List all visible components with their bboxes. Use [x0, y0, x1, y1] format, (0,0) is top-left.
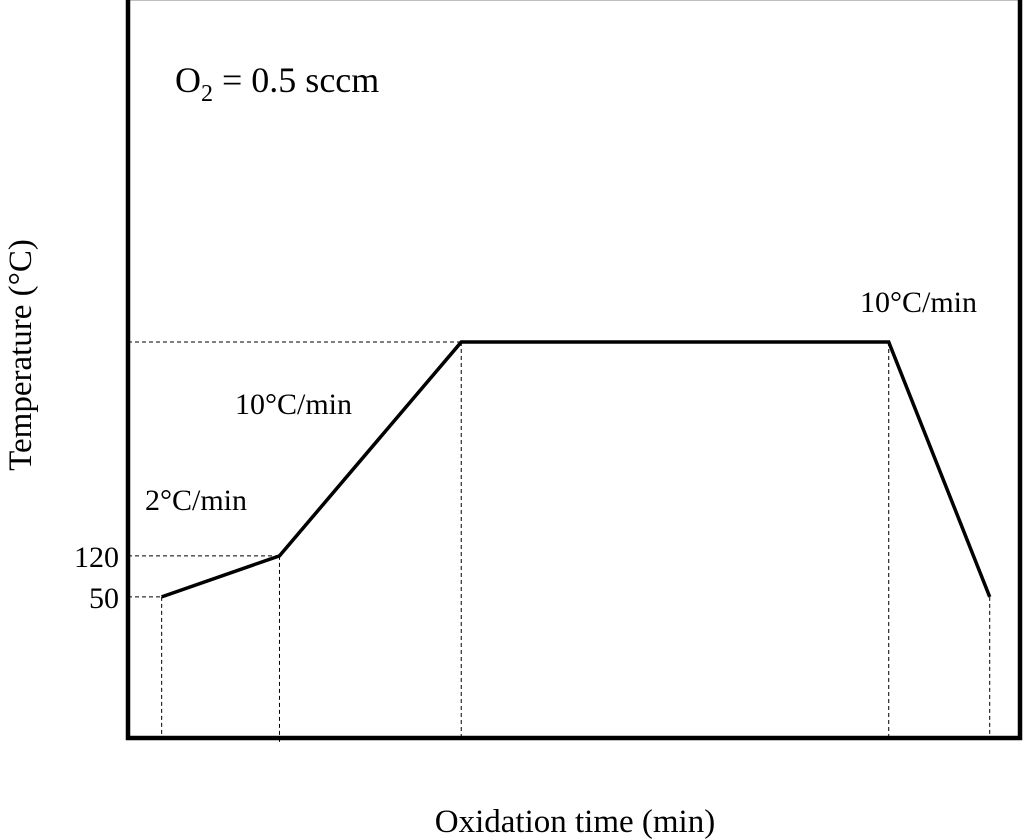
- cooling-label: 10°C/min: [860, 286, 977, 319]
- ytick-50: 50: [89, 582, 119, 615]
- ytick-120: 120: [74, 541, 119, 574]
- gas-flow-annotation: O2 = 0.5 sccm: [175, 60, 379, 107]
- y-axis-label: Temperature (°C): [3, 239, 39, 471]
- ramp2-label: 10°C/min: [235, 388, 352, 421]
- temperature-profile-line: [161, 340, 992, 599]
- ramp1-label: 2°C/min: [145, 484, 247, 517]
- x-axis-label: Oxidation time (min): [435, 804, 715, 840]
- plot-frame: [125, 0, 1023, 741]
- dashed-guides: [128, 341, 991, 743]
